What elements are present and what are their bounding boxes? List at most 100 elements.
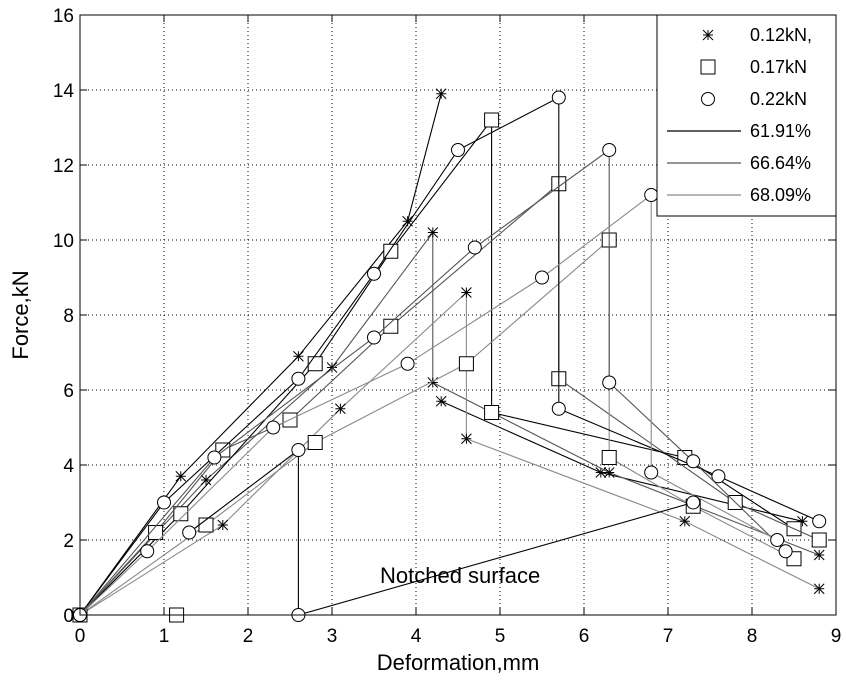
star-marker — [335, 403, 346, 415]
star-marker — [679, 515, 691, 527]
star-marker — [293, 350, 304, 362]
star-marker — [435, 395, 447, 407]
series-line — [79, 238, 795, 616]
circle-marker — [770, 533, 785, 547]
x-tick-label: 0 — [75, 626, 86, 647]
x-tick-label: 3 — [327, 626, 338, 647]
square-marker — [484, 405, 500, 420]
circle-marker — [140, 544, 155, 559]
x-tick-label: 8 — [747, 626, 758, 647]
star-marker — [813, 583, 825, 595]
circle-marker — [467, 240, 482, 255]
series-line — [79, 148, 786, 616]
annotation-notched-surface: Notched surface — [380, 563, 540, 588]
star-marker — [435, 88, 447, 100]
y-tick-label: 2 — [63, 531, 74, 552]
star-marker — [326, 362, 338, 373]
square-marker — [383, 318, 399, 334]
star-marker — [175, 470, 187, 482]
y-axis-label: Force,kN — [8, 270, 33, 359]
circle-marker — [400, 356, 415, 371]
x-tick-label: 6 — [579, 626, 590, 647]
legend-entry: 0.22kN — [701, 89, 807, 109]
circle-marker — [778, 544, 793, 559]
circle-marker — [291, 371, 306, 386]
star-marker — [603, 467, 615, 478]
star-marker — [461, 433, 472, 445]
legend-label: 0.17kN — [750, 57, 807, 77]
square-marker — [307, 356, 323, 372]
circle-marker — [644, 188, 659, 202]
circle-marker — [711, 469, 726, 484]
circle-marker — [367, 330, 381, 345]
x-tick-label: 7 — [663, 626, 674, 647]
circle-marker — [291, 443, 306, 457]
x-tick-label: 4 — [411, 626, 422, 647]
square-marker — [307, 435, 323, 450]
circle-marker — [686, 454, 701, 469]
series-line — [79, 118, 795, 616]
star-marker — [702, 29, 714, 41]
circle-marker — [551, 401, 566, 416]
y-tick-label: 10 — [53, 231, 74, 252]
circle-marker — [451, 143, 465, 157]
circle-marker — [602, 375, 617, 390]
circle-marker — [602, 143, 617, 157]
legend-entry: 66.64% — [667, 153, 811, 173]
circle-marker — [157, 495, 171, 510]
x-tick-label: 9 — [831, 626, 842, 647]
legend: 0.12kN, 0.17kN 0.22kN 61.91% 66.64% 68.09% — [656, 14, 837, 217]
circle-marker — [686, 495, 701, 510]
y-tick-label: 0 — [63, 606, 74, 627]
y-tick-label: 16 — [53, 6, 74, 27]
square-marker — [601, 450, 617, 465]
x-tick-label: 1 — [159, 626, 170, 647]
x-tick-label: 5 — [495, 626, 506, 647]
square-marker — [173, 506, 189, 522]
legend-label: 68.09% — [750, 185, 811, 205]
y-tick-label: 6 — [63, 381, 74, 402]
y-tick-label: 4 — [63, 456, 74, 477]
legend-label: 0.12kN, — [750, 25, 812, 45]
legend-box — [656, 14, 837, 217]
circle-marker — [551, 90, 566, 105]
x-axis-label: Deformation,mm — [377, 650, 540, 675]
y-tick-label: 12 — [53, 156, 74, 177]
series-line — [79, 193, 778, 616]
legend-entry: 61.91% — [667, 121, 811, 141]
square-marker — [484, 112, 500, 128]
star-marker — [427, 227, 439, 238]
square-marker — [700, 59, 716, 75]
star-marker — [217, 519, 229, 531]
legend-label: 61.91% — [750, 121, 811, 141]
star-marker — [461, 287, 472, 298]
x-tick-label: 2 — [243, 626, 254, 647]
legend-entry: 0.12kN, — [702, 25, 812, 45]
legend-label: 66.64% — [750, 153, 811, 173]
series-layer — [72, 88, 827, 623]
series-line — [188, 448, 694, 616]
legend-entry: 68.09% — [667, 185, 811, 205]
square-marker — [811, 532, 827, 548]
circle-marker — [367, 266, 381, 281]
circle-marker — [207, 450, 222, 465]
circle-marker — [182, 525, 197, 540]
y-tick-label: 14 — [53, 81, 75, 102]
star-marker — [200, 474, 212, 486]
circle-marker — [535, 270, 549, 285]
legend-entry: 0.17kN — [700, 57, 807, 77]
series-star — [74, 287, 825, 621]
square-marker — [458, 356, 474, 372]
circle-marker — [266, 420, 281, 435]
circle-marker — [644, 465, 659, 480]
star-marker — [813, 549, 825, 561]
square-marker — [148, 525, 164, 540]
series-circle — [73, 188, 785, 622]
circle-marker — [812, 514, 827, 529]
legend-label: 0.22kN — [750, 89, 807, 109]
star-marker — [595, 467, 607, 478]
circle-marker — [701, 92, 715, 106]
y-tick-label: 8 — [63, 306, 74, 327]
